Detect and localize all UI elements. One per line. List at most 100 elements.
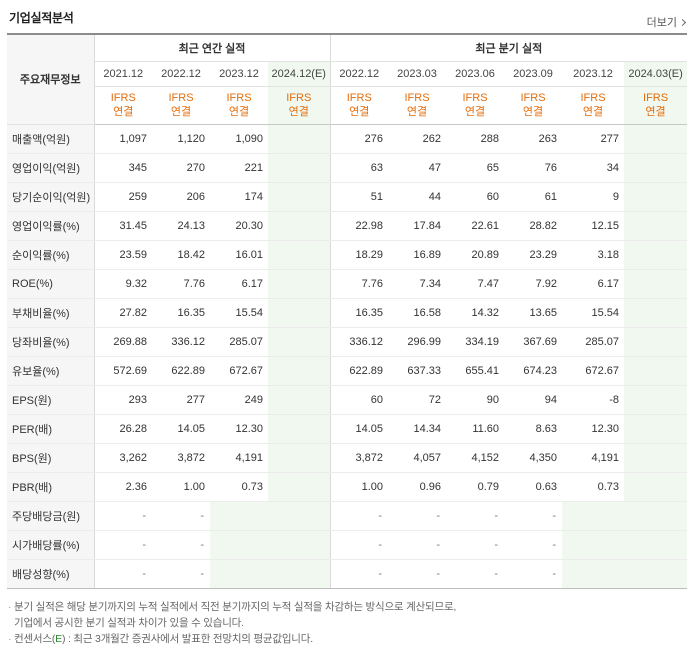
table-cell: 2.36 bbox=[94, 472, 152, 502]
period-header: 2021.12 bbox=[94, 61, 152, 87]
table-cell: - bbox=[504, 559, 563, 589]
table-cell bbox=[624, 182, 688, 212]
table-cell: 13.65 bbox=[504, 297, 563, 328]
table-cell bbox=[268, 240, 331, 270]
table-cell: 1,120 bbox=[152, 123, 210, 154]
table-cell: 44 bbox=[388, 182, 447, 212]
table-cell bbox=[268, 123, 331, 154]
table-cell bbox=[268, 500, 331, 531]
table-cell bbox=[624, 414, 688, 444]
table-cell: - bbox=[388, 559, 447, 589]
table-cell: 0.79 bbox=[446, 472, 505, 502]
table-cell: 336.12 bbox=[152, 327, 210, 357]
row-label: ROE(%) bbox=[7, 269, 95, 299]
table-cell: 3,872 bbox=[152, 443, 210, 473]
table-cell bbox=[268, 182, 331, 212]
table-cell: - bbox=[94, 530, 152, 560]
table-cell: 14.34 bbox=[388, 414, 447, 444]
basis-label: IFRS 연결 bbox=[446, 86, 505, 125]
table-cell: 65 bbox=[446, 153, 505, 183]
table-cell: 206 bbox=[152, 182, 210, 212]
table-cell: 60 bbox=[446, 182, 505, 212]
table-cell: 31.45 bbox=[94, 210, 152, 241]
table-cell: 672.67 bbox=[562, 356, 625, 386]
period-header: 2023.03 bbox=[388, 61, 447, 87]
table-cell: 221 bbox=[210, 153, 268, 183]
table-cell: - bbox=[152, 559, 210, 589]
table-cell: 1,097 bbox=[94, 123, 152, 154]
more-link[interactable]: 더보기 bbox=[647, 14, 687, 30]
table-cell: 12.15 bbox=[562, 210, 625, 241]
table-cell: 293 bbox=[94, 384, 152, 415]
table-cell bbox=[624, 530, 688, 560]
quarter-group-header: 최근 분기 실적 bbox=[329, 33, 688, 62]
table-row: 영업이익률(%) 31.45 24.13 20.30 22.98 17.84 22.61 28… bbox=[7, 210, 688, 241]
table-cell: 7.76 bbox=[152, 269, 210, 299]
table-cell: 16.01 bbox=[210, 240, 268, 270]
table-cell: 0.96 bbox=[388, 472, 447, 502]
period-header: 2022.12 bbox=[152, 61, 210, 87]
table-cell: 76 bbox=[504, 153, 563, 183]
table-row: 당좌비율(%) 269.88 336.12 285.07 336.12 296.99 334… bbox=[7, 327, 688, 357]
table-cell bbox=[268, 269, 331, 299]
table-cell: 9.32 bbox=[94, 269, 152, 299]
note-line: · 컨센서스(E) : 최근 3개월간 증권사에서 발표한 전망치의 평균값입니… bbox=[8, 633, 313, 645]
table-cell bbox=[268, 559, 331, 589]
row-label: 부채비율(%) bbox=[7, 297, 95, 328]
table-cell: - bbox=[388, 500, 447, 531]
table-cell: 16.35 bbox=[152, 297, 210, 328]
period-header: 2024.12(E) bbox=[268, 61, 331, 87]
table-cell: 12.30 bbox=[210, 414, 268, 444]
table-row: 유보율(%) 572.69 622.89 672.67 622.89 637.33 655.… bbox=[7, 356, 688, 386]
table-cell bbox=[624, 240, 688, 270]
table-cell: 1,090 bbox=[210, 123, 268, 154]
table-cell: 6.17 bbox=[210, 269, 268, 299]
table-cell: 63 bbox=[329, 153, 389, 183]
basis-label: IFRS 연결 bbox=[210, 86, 268, 125]
table-row: 당기순이익(억원) 259 206 174 51 44 60 61 9 bbox=[7, 182, 688, 212]
table-cell bbox=[268, 327, 331, 357]
table-cell: 277 bbox=[562, 123, 625, 154]
table-cell: 0.73 bbox=[562, 472, 625, 502]
table-cell: 7.76 bbox=[329, 269, 389, 299]
row-label: 당기순이익(억원) bbox=[7, 182, 95, 212]
table-cell bbox=[624, 472, 688, 502]
table-cell bbox=[624, 153, 688, 183]
table-row: 매출액(억원) 1,097 1,120 1,090 276 262 288 263 277 bbox=[7, 123, 688, 154]
table-cell: 336.12 bbox=[329, 327, 389, 357]
table-row: BPS(원) 3,262 3,872 4,191 3,872 4,057 4,152 4,35… bbox=[7, 443, 688, 473]
table-cell: 6.17 bbox=[562, 269, 625, 299]
table-cell: 12.30 bbox=[562, 414, 625, 444]
basis-label: IFRS 연결 bbox=[504, 86, 563, 125]
table-cell: 4,152 bbox=[446, 443, 505, 473]
table-cell: 285.07 bbox=[210, 327, 268, 357]
table-row: PER(배) 26.28 14.05 12.30 14.05 14.34 11.60 8.63… bbox=[7, 414, 688, 444]
table-cell: 1.00 bbox=[329, 472, 389, 502]
table-cell bbox=[268, 356, 331, 386]
table-row: EPS(원) 293 277 249 60 72 90 94 -8 bbox=[7, 384, 688, 415]
table-cell: 60 bbox=[329, 384, 389, 415]
table-cell bbox=[268, 153, 331, 183]
table-row: 시가배당률(%) - - - - - - bbox=[7, 530, 688, 560]
table-cell: 61 bbox=[504, 182, 563, 212]
table-cell: - bbox=[388, 530, 447, 560]
table-cell: 0.63 bbox=[504, 472, 563, 502]
table-cell: 94 bbox=[504, 384, 563, 415]
period-header: 2023.12 bbox=[562, 61, 625, 87]
table-cell: 288 bbox=[446, 123, 505, 154]
table-cell: - bbox=[329, 559, 389, 589]
table-cell: 276 bbox=[329, 123, 389, 154]
table-cell bbox=[268, 297, 331, 328]
table-cell: 0.73 bbox=[210, 472, 268, 502]
table-cell bbox=[624, 559, 688, 589]
table-cell: 15.54 bbox=[562, 297, 625, 328]
table-cell: 72 bbox=[388, 384, 447, 415]
table-cell: 285.07 bbox=[562, 327, 625, 357]
table-cell: - bbox=[152, 500, 210, 531]
table-cell bbox=[268, 530, 331, 560]
table-cell: 4,350 bbox=[504, 443, 563, 473]
table-cell: 4,057 bbox=[388, 443, 447, 473]
table-row: PBR(배) 2.36 1.00 0.73 1.00 0.96 0.79 0.63 0.73 bbox=[7, 472, 688, 502]
table-row: 순이익률(%) 23.59 18.42 16.01 18.29 16.89 20.89 23.… bbox=[7, 240, 688, 270]
table-cell bbox=[210, 530, 268, 560]
